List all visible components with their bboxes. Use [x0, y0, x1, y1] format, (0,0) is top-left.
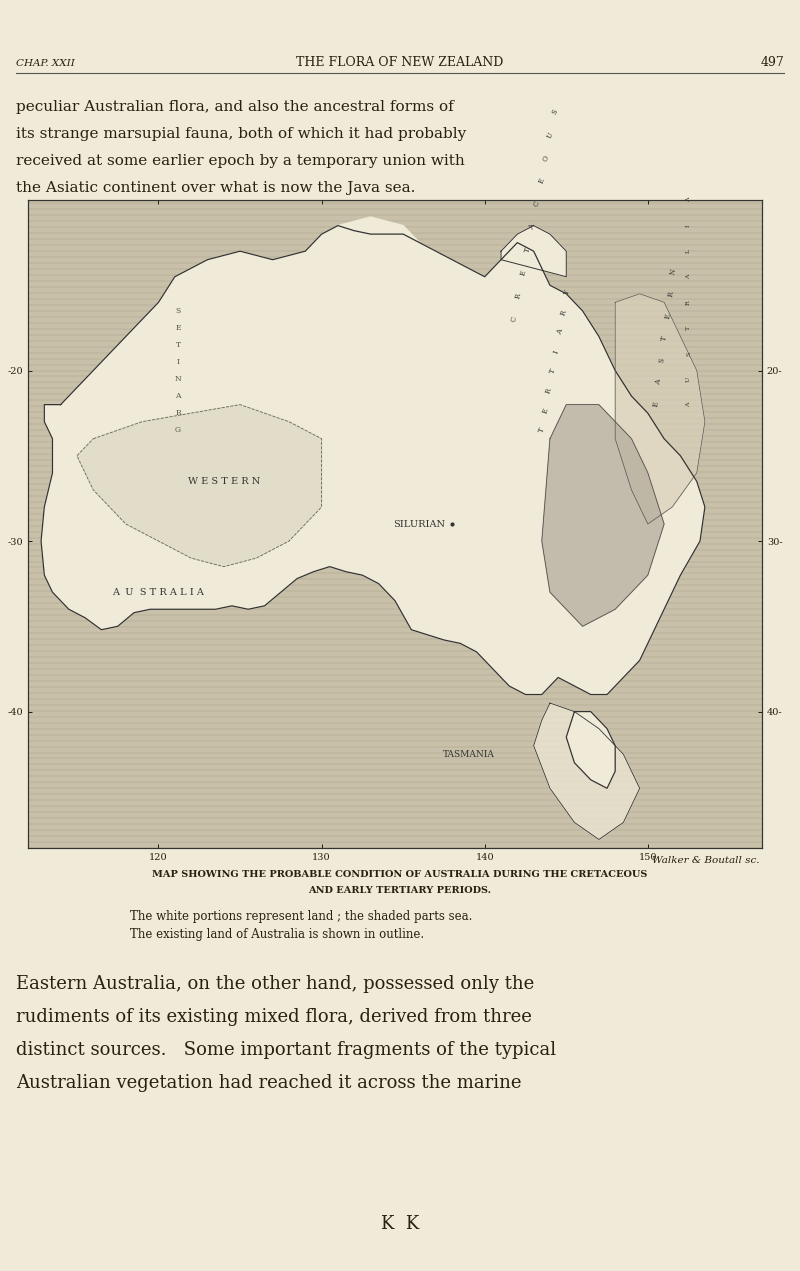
- Text: Eastern Australia, on the other hand, possessed only the: Eastern Australia, on the other hand, po…: [16, 975, 534, 993]
- Text: CHAP. XXII: CHAP. XXII: [16, 58, 75, 67]
- Text: T: T: [548, 367, 557, 375]
- Text: U: U: [546, 131, 555, 140]
- Text: S: S: [175, 306, 181, 315]
- Text: TASMANIA: TASMANIA: [442, 750, 494, 759]
- Text: R: R: [666, 291, 675, 297]
- Text: R: R: [544, 388, 554, 395]
- Text: S: S: [658, 357, 666, 364]
- Text: A: A: [686, 275, 691, 280]
- Text: I: I: [686, 224, 691, 226]
- Text: C: C: [510, 316, 518, 323]
- Text: The existing land of Australia is shown in outline.: The existing land of Australia is shown …: [130, 928, 424, 941]
- Text: peculiar Australian flora, and also the ancestral forms of: peculiar Australian flora, and also the …: [16, 100, 454, 114]
- Text: N: N: [669, 268, 678, 276]
- Text: E: E: [652, 402, 660, 408]
- Text: T: T: [175, 341, 181, 350]
- Text: Y: Y: [562, 290, 571, 296]
- Text: T: T: [661, 336, 669, 341]
- Text: rudiments of its existing mixed flora, derived from three: rudiments of its existing mixed flora, d…: [16, 1008, 532, 1026]
- Text: O: O: [541, 154, 551, 163]
- Text: K  K: K K: [381, 1215, 419, 1233]
- Text: R: R: [686, 300, 691, 305]
- Text: E: E: [537, 178, 546, 186]
- Text: A: A: [686, 198, 691, 202]
- Text: S: S: [550, 108, 560, 116]
- Text: its strange marsupial fauna, both of which it had probably: its strange marsupial fauna, both of whi…: [16, 127, 466, 141]
- Polygon shape: [41, 225, 705, 694]
- Text: THE FLORA OF NEW ZEALAND: THE FLORA OF NEW ZEALAND: [296, 56, 504, 70]
- Text: I: I: [552, 350, 560, 355]
- Text: W E S T E R N: W E S T E R N: [188, 477, 260, 486]
- Text: R: R: [514, 292, 523, 300]
- Text: E: E: [518, 269, 528, 277]
- Text: T: T: [686, 325, 691, 330]
- Text: A: A: [654, 379, 663, 385]
- Text: A: A: [528, 224, 537, 231]
- Text: T: T: [523, 247, 532, 254]
- Text: Walker & Boutall sc.: Walker & Boutall sc.: [653, 855, 760, 866]
- Text: L: L: [686, 249, 691, 253]
- Text: distinct sources.   Some important fragments of the typical: distinct sources. Some important fragmen…: [16, 1041, 556, 1059]
- Text: the Asiatic continent over what is now the Java sea.: the Asiatic continent over what is now t…: [16, 180, 415, 194]
- Text: I: I: [177, 358, 179, 366]
- Text: G: G: [175, 426, 181, 435]
- Polygon shape: [542, 404, 664, 627]
- Text: 497: 497: [760, 56, 784, 70]
- Text: A: A: [555, 328, 564, 336]
- Text: AND EARLY TERTIARY PERIODS.: AND EARLY TERTIARY PERIODS.: [309, 886, 491, 895]
- Text: T: T: [538, 427, 546, 433]
- Text: R: R: [558, 309, 568, 316]
- Polygon shape: [338, 217, 419, 252]
- Polygon shape: [566, 712, 615, 788]
- Text: A: A: [175, 393, 181, 400]
- Polygon shape: [534, 703, 640, 839]
- Text: A: A: [686, 403, 691, 407]
- Text: E: E: [663, 313, 672, 319]
- Text: Australian vegetation had reached it across the marine: Australian vegetation had reached it acr…: [16, 1074, 522, 1092]
- Text: E: E: [175, 324, 181, 332]
- Text: U: U: [686, 376, 691, 381]
- Text: S: S: [686, 351, 691, 356]
- Polygon shape: [501, 225, 566, 277]
- Text: N: N: [174, 375, 182, 383]
- Text: SILURIAN: SILURIAN: [394, 520, 446, 529]
- Text: E: E: [541, 407, 550, 414]
- Text: A  U  S T R A L I A: A U S T R A L I A: [113, 587, 205, 596]
- Text: R: R: [175, 409, 181, 417]
- Text: C: C: [532, 201, 542, 208]
- Polygon shape: [615, 294, 705, 524]
- Polygon shape: [77, 404, 322, 567]
- Text: received at some earlier epoch by a temporary union with: received at some earlier epoch by a temp…: [16, 154, 465, 168]
- Text: MAP SHOWING THE PROBABLE CONDITION OF AUSTRALIA DURING THE CRETACEOUS: MAP SHOWING THE PROBABLE CONDITION OF AU…: [152, 871, 648, 880]
- Text: The white portions represent land ; the shaded parts sea.: The white portions represent land ; the …: [130, 910, 472, 923]
